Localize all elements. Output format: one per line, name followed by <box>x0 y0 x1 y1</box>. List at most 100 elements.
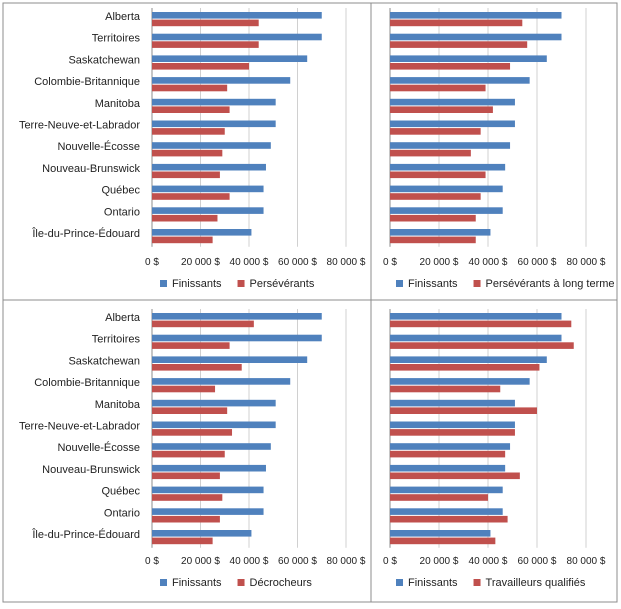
bar-comparison <box>152 385 216 393</box>
bar-finissants <box>152 443 271 450</box>
bar-comparison <box>390 214 476 222</box>
bar-comparison <box>152 342 230 349</box>
bar-comparison <box>390 537 496 545</box>
bar-comparison <box>390 41 528 48</box>
bar-finissants <box>152 12 322 19</box>
legend-label: Travailleurs qualifiés <box>486 577 586 589</box>
x-tick-label: 80 000 $ <box>327 556 366 567</box>
bar-comparison <box>390 84 486 92</box>
bar-finissants <box>152 421 276 429</box>
bar-finissants <box>390 207 503 214</box>
category-label: Terre-Neuve-et-Labrador <box>19 421 140 433</box>
bar-comparison <box>390 515 508 523</box>
x-tick-label: 80 000 $ <box>327 257 366 268</box>
bar-comparison <box>152 320 254 328</box>
category-label: Saskatchewan <box>68 54 140 66</box>
category-label: Manitoba <box>95 399 141 411</box>
category-label: Colombie-Britannique <box>34 76 140 88</box>
x-tick-label: 20 000 $ <box>420 257 459 268</box>
bar-finissants <box>390 185 503 193</box>
bar-comparison <box>152 84 228 92</box>
bar-comparison <box>152 537 213 545</box>
bar-comparison <box>152 472 220 480</box>
category-label: Île-du-Prince-Édouard <box>31 528 140 541</box>
bar-finissants <box>152 98 276 106</box>
bar-finissants <box>390 313 562 320</box>
category-label: Territoires <box>92 334 141 346</box>
bar-finissants <box>390 356 547 363</box>
bar-comparison <box>152 429 233 436</box>
category-label: Territoires <box>92 33 141 45</box>
x-tick-label: 40 000 $ <box>469 556 508 567</box>
x-tick-label: 60 000 $ <box>518 257 557 268</box>
legend-label: Finissants <box>408 278 458 290</box>
legend-label: Finissants <box>408 577 458 589</box>
bar-finissants <box>152 229 252 236</box>
bar-comparison <box>152 171 220 179</box>
x-tick-label: 0 $ <box>145 257 159 268</box>
legend-swatch <box>473 280 481 287</box>
legend-swatch <box>473 579 481 586</box>
bar-finissants <box>152 207 264 214</box>
bar-finissants <box>152 163 266 171</box>
chart-panel-bottom-right: 0 $ 20 000 $ 40 000 $ 60 000 $ 80 000 $ Finis… <box>370 299 618 603</box>
bar-comparison <box>152 106 230 113</box>
category-label: Alberta <box>105 11 141 23</box>
bar-finissants <box>152 334 322 342</box>
x-tick-label: 40 000 $ <box>230 556 269 567</box>
x-tick-label: 20 000 $ <box>420 556 459 567</box>
x-tick-label: 0 $ <box>383 257 397 268</box>
bar-finissants <box>390 334 562 342</box>
chart-panel-top-left: 0 $ 20 000 $ 40 000 $ 60 000 $ 80 000 $ Alber… <box>2 2 372 301</box>
bar-finissants <box>152 142 271 149</box>
bar-finissants <box>390 77 530 84</box>
bar-comparison <box>390 63 511 70</box>
category-label: Manitoba <box>95 98 141 110</box>
bar-comparison <box>390 19 523 27</box>
bar-comparison <box>152 41 259 48</box>
bar-comparison <box>390 429 515 436</box>
legend-label: Finissants <box>172 577 222 589</box>
category-label: Ontario <box>104 507 140 519</box>
x-tick-label: 60 000 $ <box>518 556 557 567</box>
bar-finissants <box>152 33 322 41</box>
bar-comparison <box>390 450 506 458</box>
x-tick-label: 80 000 $ <box>567 556 606 567</box>
legend-label: Persévérants à long terme <box>486 278 615 290</box>
category-label: Québec <box>101 185 140 197</box>
bar-comparison <box>390 407 537 414</box>
bar-comparison <box>390 364 540 371</box>
category-label: Ontario <box>104 206 140 218</box>
bar-finissants <box>152 313 322 320</box>
bar-comparison <box>390 171 486 179</box>
bar-finissants <box>152 378 291 385</box>
bar-finissants <box>152 120 276 128</box>
chart-panel-bottom-left: 0 $ 20 000 $ 40 000 $ 60 000 $ 80 000 $ Alber… <box>2 299 372 603</box>
bar-comparison <box>390 494 488 501</box>
bar-comparison <box>152 494 223 501</box>
bar-comparison <box>152 364 242 371</box>
bar-finissants <box>152 55 308 62</box>
bar-finissants <box>390 98 515 106</box>
bar-comparison <box>390 472 520 480</box>
bar-finissants <box>390 378 530 385</box>
category-label: Nouveau-Brunswick <box>42 464 140 476</box>
legend-swatch <box>396 579 403 586</box>
category-label: Nouvelle-Écosse <box>57 441 140 454</box>
bar-comparison <box>390 193 481 200</box>
legend-swatch <box>160 579 167 586</box>
x-tick-label: 0 $ <box>383 556 397 567</box>
bar-finissants <box>152 464 266 472</box>
bar-finissants <box>390 33 562 41</box>
bar-comparison <box>152 63 249 70</box>
category-label: Saskatchewan <box>68 355 140 367</box>
bar-comparison <box>390 236 476 244</box>
x-tick-label: 40 000 $ <box>469 257 508 268</box>
bar-comparison <box>390 106 493 113</box>
bar-comparison <box>152 128 225 135</box>
bar-finissants <box>390 399 515 407</box>
chart-panel-top-right: 0 $ 20 000 $ 40 000 $ 60 000 $ 80 000 $ Finis… <box>370 2 618 301</box>
bar-finissants <box>152 508 264 515</box>
bar-comparison <box>152 407 228 414</box>
bar-finissants <box>152 77 291 84</box>
